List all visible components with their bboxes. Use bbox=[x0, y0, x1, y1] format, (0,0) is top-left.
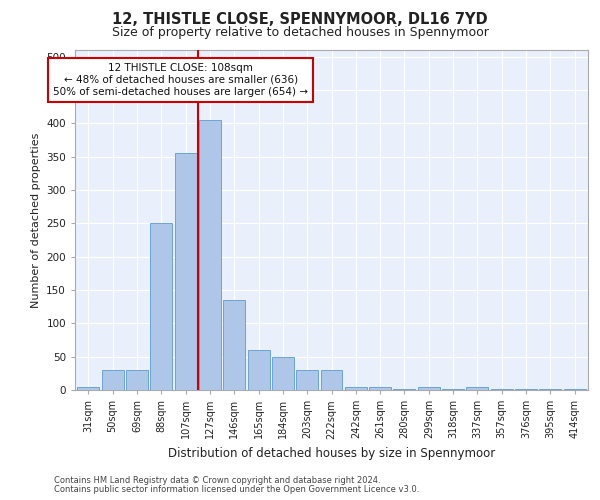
Bar bbox=[102, 370, 124, 390]
Bar bbox=[296, 370, 318, 390]
Bar bbox=[248, 350, 269, 390]
Bar bbox=[418, 386, 440, 390]
Bar bbox=[394, 388, 415, 390]
Bar bbox=[151, 224, 172, 390]
Bar bbox=[563, 388, 586, 390]
Text: 12, THISTLE CLOSE, SPENNYMOOR, DL16 7YD: 12, THISTLE CLOSE, SPENNYMOOR, DL16 7YD bbox=[112, 12, 488, 28]
Text: Contains HM Land Registry data © Crown copyright and database right 2024.: Contains HM Land Registry data © Crown c… bbox=[54, 476, 380, 485]
X-axis label: Distribution of detached houses by size in Spennymoor: Distribution of detached houses by size … bbox=[168, 447, 495, 460]
Text: Contains public sector information licensed under the Open Government Licence v3: Contains public sector information licen… bbox=[54, 485, 419, 494]
Bar bbox=[320, 370, 343, 390]
Bar bbox=[442, 388, 464, 390]
Bar bbox=[77, 386, 100, 390]
Bar bbox=[539, 388, 561, 390]
Y-axis label: Number of detached properties: Number of detached properties bbox=[31, 132, 41, 308]
Bar bbox=[126, 370, 148, 390]
Bar bbox=[345, 386, 367, 390]
Bar bbox=[369, 386, 391, 390]
Bar bbox=[515, 388, 537, 390]
Bar bbox=[272, 356, 294, 390]
Bar bbox=[199, 120, 221, 390]
Text: Size of property relative to detached houses in Spennymoor: Size of property relative to detached ho… bbox=[112, 26, 488, 39]
Bar bbox=[466, 386, 488, 390]
Bar bbox=[223, 300, 245, 390]
Text: 12 THISTLE CLOSE: 108sqm
← 48% of detached houses are smaller (636)
50% of semi-: 12 THISTLE CLOSE: 108sqm ← 48% of detach… bbox=[53, 64, 308, 96]
Bar bbox=[491, 388, 512, 390]
Bar bbox=[175, 154, 197, 390]
